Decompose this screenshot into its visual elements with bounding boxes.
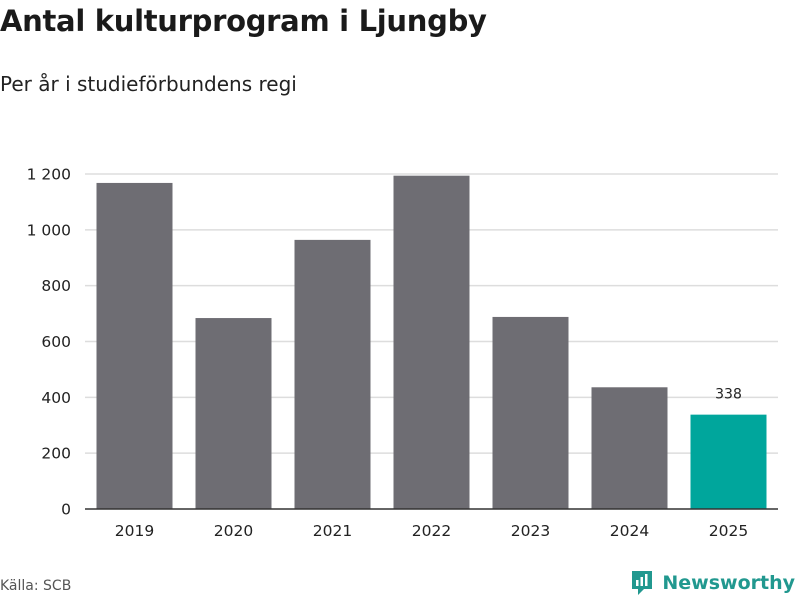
- bar-chart: 0 200 400 600 800 1 000 1 200 2019 2020 2021 2022 2…: [27, 166, 778, 540]
- brand-logo: Newsworthy: [630, 569, 795, 597]
- x-tick-label: 2023: [511, 522, 550, 540]
- x-tick-label: 2019: [115, 522, 154, 540]
- bar: [591, 387, 668, 509]
- y-tick-label: 800: [41, 277, 71, 295]
- chart-subtitle: Per år i studieförbundens regi: [0, 72, 297, 96]
- bar: [294, 239, 371, 509]
- y-tick-label: 1 000: [27, 221, 71, 239]
- x-tick-label: 2021: [313, 522, 352, 540]
- newsworthy-logo-icon: [632, 571, 653, 595]
- y-tick-label: 400: [41, 389, 71, 407]
- brand-name: Newsworthy: [662, 572, 795, 594]
- y-tick-label: 600: [41, 333, 71, 351]
- chart-title: Antal kulturprogram i Ljungby: [0, 4, 487, 38]
- x-tick-label: 2024: [610, 522, 649, 540]
- bar: [492, 316, 569, 509]
- y-tick-label: 0: [61, 501, 71, 519]
- y-tick-label: 1 200: [27, 166, 71, 184]
- x-tick-label: 2020: [214, 522, 253, 540]
- source-note: Källa: SCB: [0, 578, 72, 594]
- bar: [96, 182, 173, 509]
- y-tick-label: 200: [41, 445, 71, 463]
- bar: [690, 414, 767, 509]
- bar: [393, 175, 470, 510]
- data-label: 338: [715, 387, 742, 403]
- x-tick-label: 2025: [709, 522, 748, 540]
- bar: [195, 318, 272, 509]
- x-tick-label: 2022: [412, 522, 451, 540]
